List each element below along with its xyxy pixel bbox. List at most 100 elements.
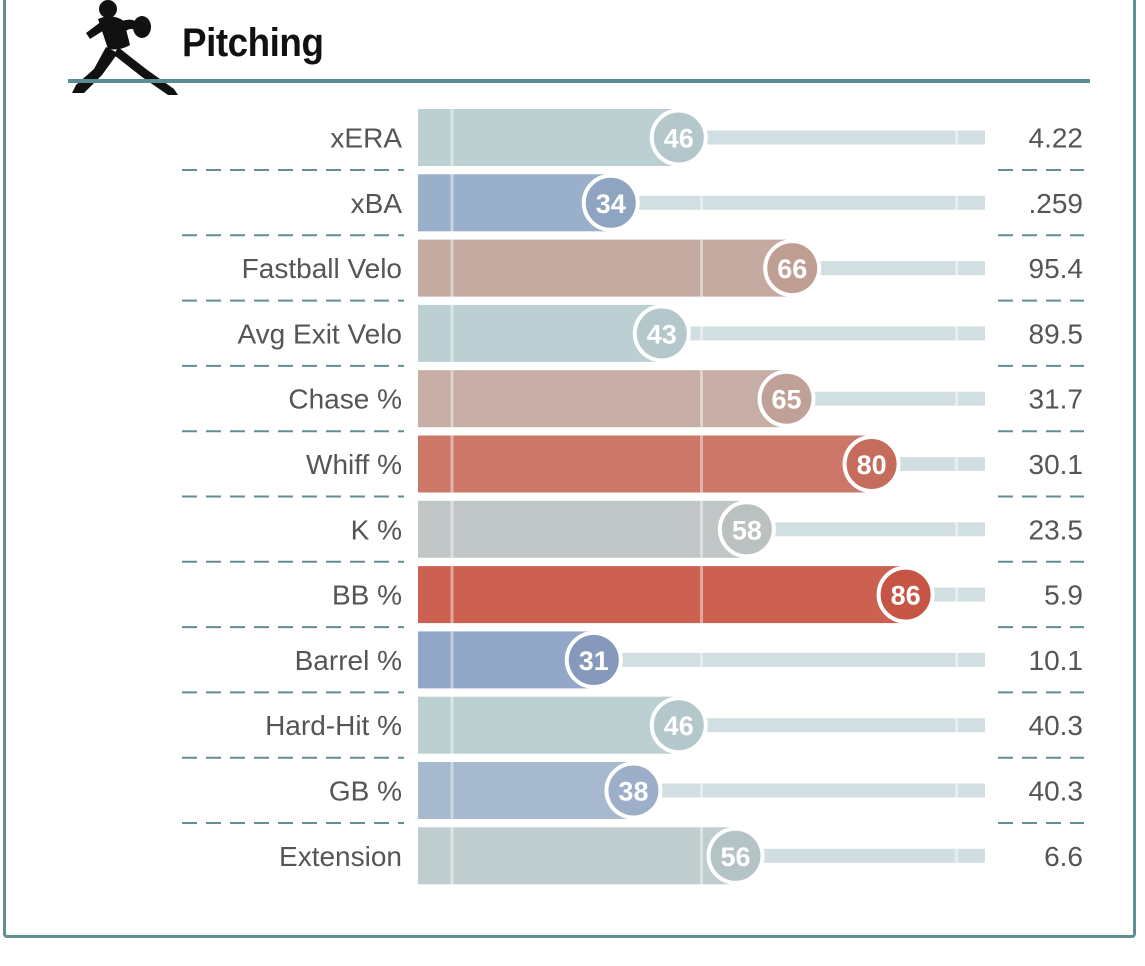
percentile-bar — [418, 762, 634, 819]
percentile-bar — [418, 566, 906, 624]
grid-line — [700, 783, 703, 798]
percentile-bar — [418, 370, 787, 428]
track-bar — [661, 326, 985, 341]
percentile-bar — [418, 174, 611, 232]
grid-line — [955, 130, 959, 145]
percentile-badge — [876, 565, 935, 624]
grid-line — [450, 239, 454, 297]
percentile-label: 46 — [664, 711, 694, 741]
percentile-bar — [418, 239, 793, 297]
percentile-badge — [632, 304, 691, 363]
stat-value: 10.1 — [1029, 645, 1084, 676]
stat-value: 30.1 — [1029, 449, 1084, 480]
grid-line — [955, 718, 959, 733]
category-label: BB % — [332, 580, 402, 611]
grid-line — [450, 304, 454, 362]
grid-line — [955, 457, 959, 471]
track-bar — [786, 391, 985, 406]
stat-value: .259 — [1029, 188, 1084, 219]
track-bar — [593, 652, 985, 667]
percentile-label: 56 — [720, 842, 750, 872]
percentile-bar — [418, 696, 679, 754]
track-bar — [633, 783, 985, 798]
category-label: xERA — [330, 123, 402, 154]
grid-line — [955, 195, 959, 210]
percentile-bar — [418, 435, 872, 493]
percentile-badge — [581, 173, 640, 232]
grid-line — [450, 370, 454, 428]
percentile-badge — [649, 696, 708, 755]
stat-card: Pitching — [3, 0, 1136, 938]
grid-line — [700, 566, 703, 624]
percentile-label: 86 — [891, 581, 921, 611]
grid-line — [700, 195, 703, 210]
category-label: Fastball Velo — [242, 253, 402, 284]
percentile-label: 43 — [647, 319, 677, 349]
percentile-label: 46 — [664, 124, 694, 154]
category-label: Avg Exit Velo — [238, 318, 402, 349]
track-bar — [678, 718, 985, 733]
grid-line — [955, 326, 959, 341]
grid-line — [700, 500, 703, 558]
stat-value: 40.3 — [1029, 710, 1084, 741]
percentile-badge — [842, 435, 901, 493]
percentile-label: 65 — [772, 385, 802, 415]
percentile-badge — [757, 369, 816, 428]
grid-line — [700, 326, 703, 341]
percentile-label: 31 — [579, 646, 609, 676]
category-label: K % — [351, 514, 402, 545]
grid-line — [450, 566, 454, 624]
grid-line — [955, 848, 959, 863]
percentile-label: 34 — [596, 189, 626, 219]
grid-line — [450, 500, 454, 558]
grid-line — [700, 435, 703, 493]
percentile-label: 58 — [732, 515, 762, 545]
category-label: Chase % — [288, 384, 402, 415]
stat-value: 4.22 — [1029, 123, 1084, 154]
stat-value: 31.7 — [1029, 384, 1084, 415]
category-label: Whiff % — [306, 449, 402, 480]
percentile-bar — [418, 631, 594, 689]
track-bar — [792, 261, 985, 276]
percentile-label: 80 — [857, 450, 887, 480]
grid-line — [955, 391, 959, 406]
grid-line — [450, 696, 454, 754]
grid-line — [700, 370, 703, 428]
percentile-label: 38 — [618, 777, 648, 807]
percentile-badge — [717, 500, 776, 559]
grid-line — [955, 522, 959, 537]
grid-line — [450, 109, 454, 166]
track-bar — [678, 130, 985, 145]
track-bar — [746, 522, 985, 537]
percentile-bar — [418, 109, 679, 166]
percentile-bar — [418, 304, 662, 362]
grid-line — [450, 435, 454, 493]
grid-line — [955, 783, 959, 798]
track-bar — [735, 848, 985, 863]
percentile-badge — [763, 239, 822, 298]
stat-value: 6.6 — [1044, 841, 1083, 872]
grid-line — [700, 827, 703, 885]
percentile-badge — [604, 761, 663, 820]
percentile-badge — [564, 630, 623, 689]
grid-line — [955, 261, 959, 276]
category-label: xBA — [351, 188, 403, 219]
stat-value: 40.3 — [1029, 776, 1084, 807]
grid-line — [955, 652, 959, 667]
category-label: Hard-Hit % — [265, 710, 402, 741]
percentile-badge — [649, 108, 708, 167]
grid-line — [955, 587, 959, 602]
stat-value: 23.5 — [1029, 514, 1084, 545]
pitcher-icon — [72, 0, 178, 95]
percentile-badge — [706, 826, 765, 885]
grid-line — [450, 827, 454, 885]
stat-value: 5.9 — [1044, 580, 1083, 611]
grid-line — [700, 652, 703, 667]
stat-value: 89.5 — [1029, 318, 1084, 349]
track-bar — [610, 195, 985, 210]
category-label: GB % — [329, 776, 402, 807]
title-underline — [68, 79, 1090, 83]
grid-line — [450, 174, 454, 232]
category-label: Extension — [279, 841, 402, 872]
